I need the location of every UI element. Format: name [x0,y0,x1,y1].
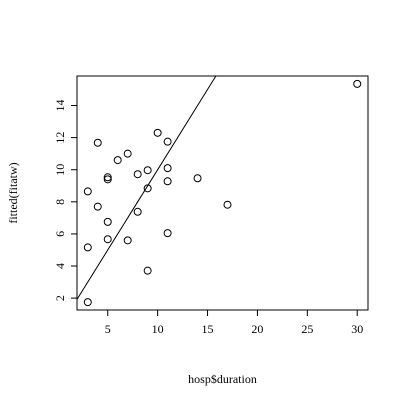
point [143,166,152,175]
point [163,164,172,173]
point [163,177,172,186]
point [163,137,172,146]
y-tick-label: 14 [53,100,67,112]
point [83,298,92,307]
point [143,266,152,275]
x-tick-label: 20 [251,322,263,336]
point [93,138,102,147]
y-tick-label: 8 [53,199,67,205]
point [193,174,202,183]
y-tick-label: 12 [53,132,67,144]
point [153,128,162,137]
point [103,235,112,244]
point [123,149,132,158]
x-tick-label: 30 [351,322,363,336]
point [133,170,142,179]
x-tick-label: 15 [202,322,214,336]
point [103,175,112,184]
point [133,207,142,216]
point [163,229,172,238]
plot-box [76,75,369,311]
point [123,236,132,245]
x-tick-label: 25 [301,322,313,336]
x-tick-label: 10 [152,322,164,336]
point [353,79,362,88]
y-tick-label: 4 [53,263,67,269]
y-tick-label: 2 [53,295,67,301]
x-tick-label: 5 [105,322,111,336]
reference-line [76,75,217,300]
y-tick-label: 10 [53,164,67,176]
point [93,202,102,211]
point [103,173,112,182]
point [103,217,112,226]
point [83,187,92,196]
y-axis-label: fitted(fitatw) [6,162,20,223]
point [83,243,92,252]
point [113,156,122,165]
y-tick-label: 6 [53,231,67,237]
x-axis-label: hosp$duration [188,372,257,386]
point [223,200,232,209]
